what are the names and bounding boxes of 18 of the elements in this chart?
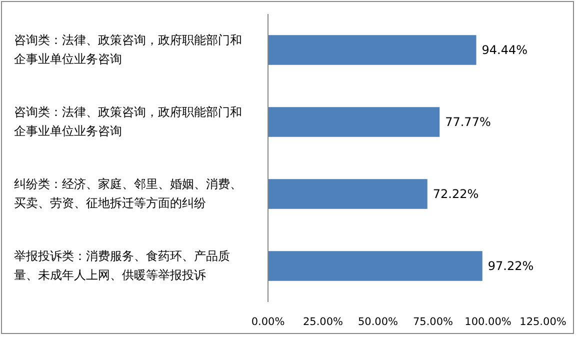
x-tick-label: 100.00% [464, 316, 512, 328]
x-tick-label: 125.00% [520, 316, 566, 328]
data-label: 77.77% [445, 115, 491, 129]
x-tick-label: 25.00% [302, 316, 344, 328]
data-label: 97.22% [488, 259, 534, 273]
y-tick-label: 纠纷类：经济、家庭、邻里、婚姻、消费、买卖、劳资、征地拆迁等方面的纠纷 [14, 176, 243, 212]
bar [268, 251, 482, 281]
y-tick-label: 举报投诉类：消费服务、食药环、产品质量、未成年人上网、供暖等举报投诉 [14, 248, 231, 284]
bar [268, 35, 476, 65]
x-tick-label: 0.00% [251, 316, 285, 328]
y-tick-label: 咨询类：法律、政策咨询，政府职能部门和企事业单位业务咨询 [14, 104, 243, 140]
x-tick-label: 75.00% [412, 316, 454, 328]
bar [268, 179, 428, 209]
data-label: 94.44% [482, 43, 528, 57]
bar [268, 107, 440, 137]
x-tick-label: 50.00% [358, 316, 398, 328]
data-label: 72.22% [432, 187, 479, 201]
y-tick-label: 咨询类：法律、政策咨询，政府职能部门和企事业单位业务咨询 [14, 32, 243, 68]
